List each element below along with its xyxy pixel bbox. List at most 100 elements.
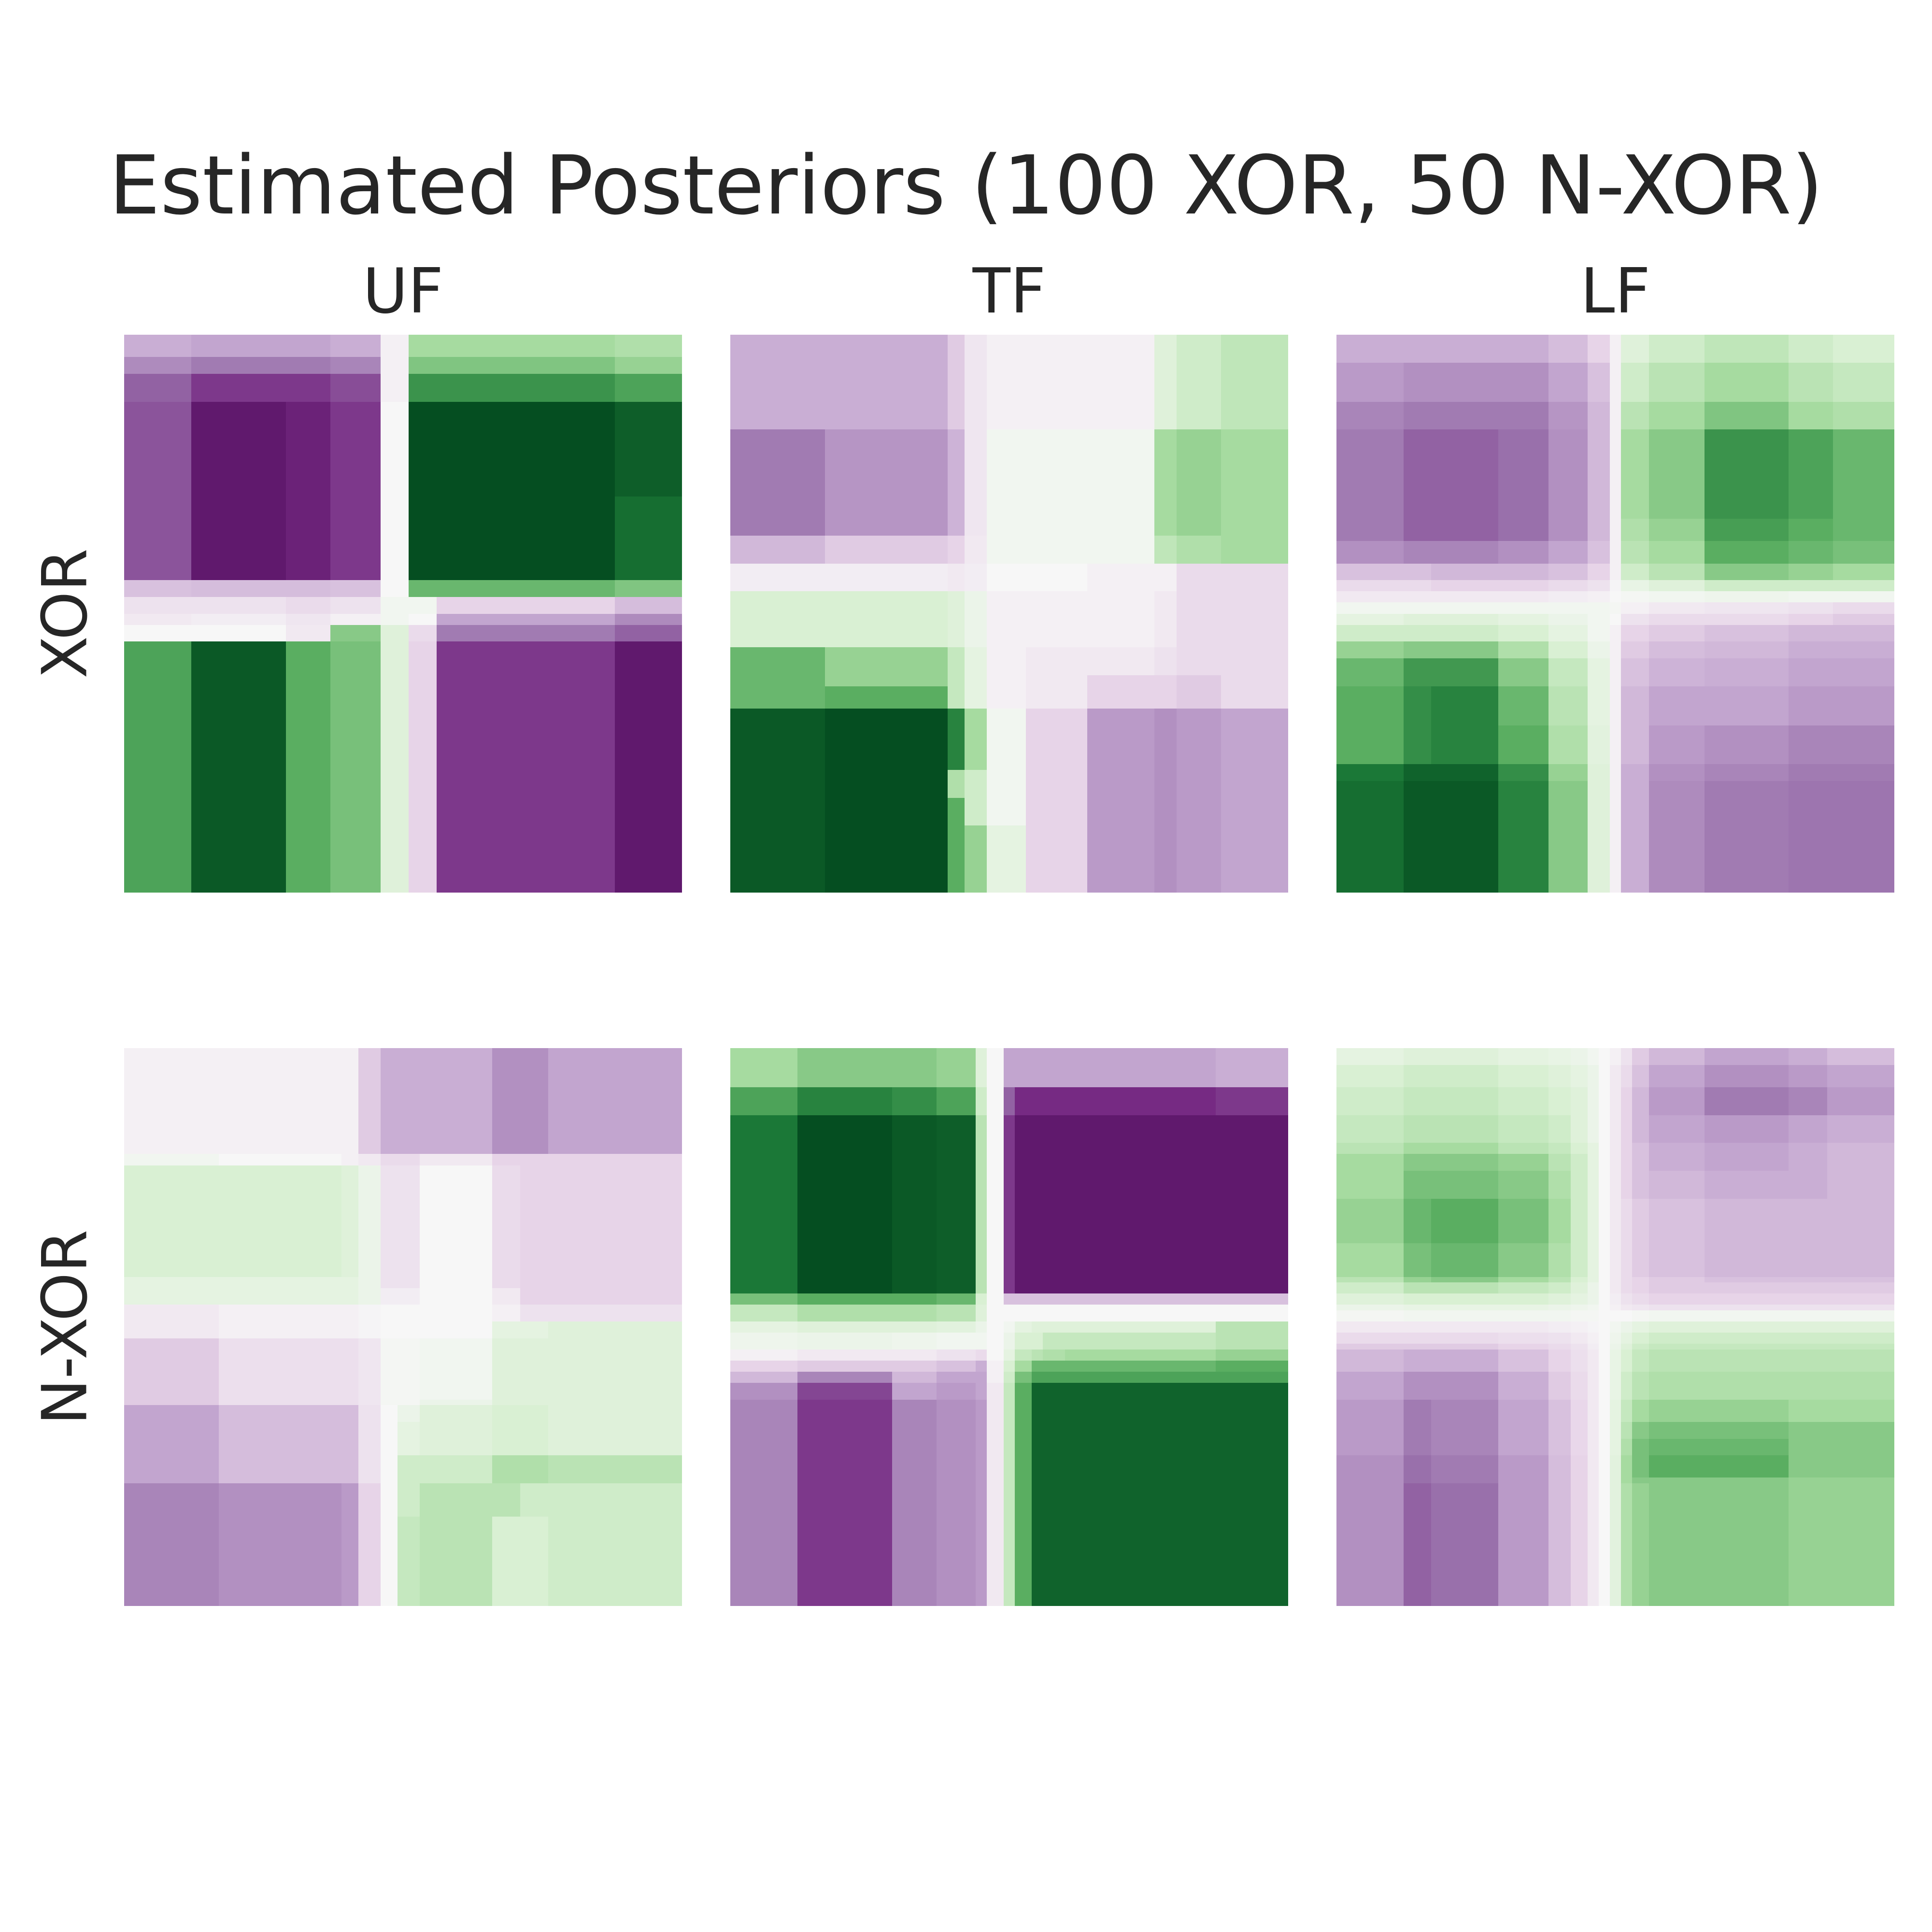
heatmap-cell bbox=[1336, 1422, 1404, 1439]
heatmap-cell bbox=[219, 1400, 342, 1406]
heatmap-cell bbox=[381, 1539, 398, 1606]
heatmap-cell bbox=[965, 770, 987, 798]
heatmap-cell bbox=[1548, 1221, 1571, 1244]
heatmap-cell bbox=[1498, 564, 1549, 581]
heatmap-cell bbox=[492, 1455, 521, 1484]
heatmap-cell bbox=[409, 374, 437, 402]
heatmap-cell bbox=[730, 1333, 798, 1350]
heatmap-n-xor-uf bbox=[124, 1048, 682, 1606]
heatmap-cell bbox=[1833, 591, 1894, 603]
heatmap-cell bbox=[948, 709, 965, 731]
heatmap-cell bbox=[1216, 1293, 1288, 1305]
heatmap-cell bbox=[1032, 1048, 1043, 1088]
heatmap-cell bbox=[730, 1305, 798, 1322]
heatmap-xor-tf bbox=[730, 335, 1288, 893]
heatmap-cell bbox=[1632, 1400, 1649, 1422]
heatmap-cell bbox=[1216, 1444, 1288, 1606]
heatmap-cell bbox=[797, 1087, 881, 1116]
heatmap-cell bbox=[1599, 1293, 1610, 1305]
heatmap-cell bbox=[1336, 1243, 1404, 1278]
heatmap-cell bbox=[1065, 1321, 1216, 1333]
heatmap-cell bbox=[825, 564, 948, 592]
heatmap-cell bbox=[1498, 1293, 1549, 1305]
heatmap-cell bbox=[797, 1333, 881, 1350]
heatmap-cell bbox=[1588, 1154, 1599, 1171]
heatmap-cell bbox=[1498, 1065, 1549, 1088]
heatmap-cell bbox=[1789, 564, 1833, 581]
heatmap-cell bbox=[1404, 1277, 1432, 1283]
heatmap-cell bbox=[1336, 1310, 1404, 1322]
heatmap-cell bbox=[1571, 1333, 1588, 1344]
heatmap-cell bbox=[1632, 1221, 1649, 1244]
heatmap-cell bbox=[976, 1400, 987, 1417]
heatmap-cell bbox=[1649, 625, 1705, 642]
heatmap-cell bbox=[420, 1277, 493, 1289]
heatmap-cell bbox=[1621, 614, 1649, 625]
heatmap-cell bbox=[437, 335, 615, 357]
heatmap-cell bbox=[124, 625, 192, 642]
heatmap-cell bbox=[1548, 764, 1588, 781]
heatmap-cell bbox=[615, 597, 682, 614]
heatmap-cell bbox=[1404, 1439, 1432, 1456]
heatmap-cell bbox=[1498, 641, 1549, 659]
heatmap-cell bbox=[124, 597, 192, 614]
heatmap-cell bbox=[1621, 1400, 1633, 1422]
heatmap-cell bbox=[1431, 1321, 1499, 1333]
heatmap-cell bbox=[1221, 591, 1288, 603]
heatmap-cell bbox=[124, 1154, 219, 1166]
heatmap-cell bbox=[358, 1539, 381, 1606]
heatmap-cell bbox=[1649, 725, 1705, 765]
heatmap-cell bbox=[1404, 1171, 1432, 1199]
heatmap-cell bbox=[520, 1422, 549, 1456]
heatmap-cell bbox=[1789, 1143, 1828, 1154]
heatmap-cell bbox=[1705, 1171, 1789, 1199]
heatmap-cell bbox=[1336, 1372, 1404, 1400]
heatmap-cell bbox=[1789, 1333, 1828, 1344]
heatmap-cell bbox=[1621, 1199, 1633, 1222]
heatmap-cell bbox=[1610, 1143, 1621, 1154]
heatmap-cell bbox=[1404, 1455, 1432, 1478]
heatmap-cell bbox=[797, 1305, 881, 1322]
heatmap-cell bbox=[1498, 1455, 1549, 1478]
heatmap-cell bbox=[1177, 709, 1222, 731]
heatmap-cell bbox=[1404, 335, 1432, 363]
heatmap-cell bbox=[1336, 725, 1404, 765]
heatmap-cell bbox=[1431, 1439, 1499, 1456]
heatmap-cell bbox=[1498, 1422, 1549, 1439]
heatmap-cell bbox=[398, 1048, 420, 1143]
heatmap-cell bbox=[124, 1422, 219, 1456]
heatmap-cell bbox=[1610, 1282, 1621, 1294]
heatmap-cell bbox=[1705, 1422, 1789, 1439]
heatmap-cell bbox=[1588, 614, 1610, 625]
heatmap-cell bbox=[1588, 1277, 1599, 1283]
heatmap-cell bbox=[1789, 1350, 1828, 1372]
heatmap-cell bbox=[1548, 591, 1588, 603]
heatmap-cell bbox=[1649, 641, 1705, 659]
heatmap-cell bbox=[730, 591, 825, 603]
heatmap-cell bbox=[409, 357, 437, 374]
heatmap-cell bbox=[341, 1494, 359, 1517]
heatmap-cell bbox=[1498, 1333, 1549, 1344]
heatmap-cell bbox=[1431, 363, 1499, 402]
heatmap-cell bbox=[398, 1249, 420, 1278]
heatmap-cell bbox=[1649, 1143, 1705, 1154]
heatmap-cell bbox=[1221, 825, 1288, 893]
heatmap-cell bbox=[1610, 1321, 1621, 1333]
heatmap-cell bbox=[381, 1048, 398, 1143]
heatmap-cell bbox=[1498, 541, 1549, 564]
heatmap-cell bbox=[1548, 1483, 1571, 1606]
heatmap-cell bbox=[1789, 429, 1833, 519]
heatmap-cell bbox=[1043, 1350, 1065, 1361]
heatmap-cell bbox=[1610, 1277, 1621, 1283]
heatmap-cell bbox=[1610, 564, 1621, 581]
heatmap-cell bbox=[1789, 1400, 1828, 1422]
heatmap-cell bbox=[1221, 770, 1288, 798]
heatmap-cell bbox=[1216, 1361, 1288, 1372]
heatmap-cell bbox=[492, 1338, 521, 1355]
heatmap-cell bbox=[1610, 1455, 1621, 1478]
heatmap-cell bbox=[1632, 1143, 1649, 1154]
heatmap-cell bbox=[1571, 1065, 1588, 1088]
heatmap-cell bbox=[1621, 602, 1649, 614]
heatmap-cell bbox=[124, 1165, 219, 1250]
heatmap-cell bbox=[1498, 1087, 1549, 1116]
